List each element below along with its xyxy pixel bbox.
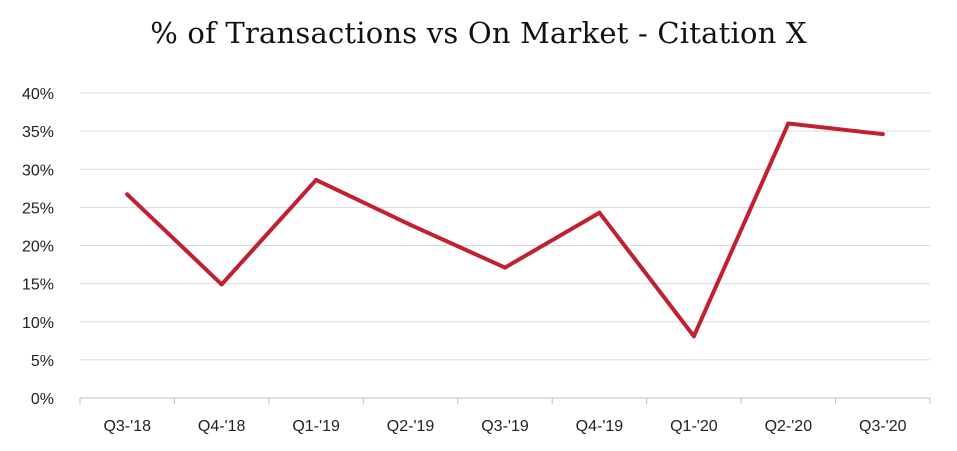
- x-tick-label: Q1-'19: [292, 418, 340, 435]
- x-tick-label: Q2-'20: [765, 418, 813, 435]
- data-point: [691, 334, 696, 339]
- y-tick-label: 10%: [22, 315, 54, 332]
- x-tick-label: Q2-'19: [387, 418, 435, 435]
- x-tick-label: Q3-'19: [481, 418, 529, 435]
- x-tick-label: Q3-'18: [103, 418, 151, 435]
- y-axis-tick-labels: 0% 5% 10% 15% 20% 25% 30% 35% 40%: [22, 86, 54, 408]
- x-axis-tick-labels: Q3-'18 Q4-'18 Q1-'19 Q2-'19 Q3-'19 Q4-'19 Q1-'…: [103, 418, 906, 435]
- data-point: [503, 265, 507, 270]
- x-tick-label: Q3-'20: [859, 418, 907, 435]
- x-tick-label: Q4-'19: [576, 418, 624, 435]
- x-tick-label: Q4-'18: [198, 418, 246, 435]
- y-tick-label: 5%: [31, 353, 54, 370]
- data-point: [125, 192, 130, 197]
- y-tick-label: 25%: [22, 200, 54, 217]
- series-line: [125, 121, 885, 339]
- y-tick-label: 0%: [31, 391, 54, 408]
- y-tick-label: 30%: [22, 162, 54, 179]
- y-tick-label: 35%: [22, 124, 54, 141]
- series-lines: [125, 121, 885, 339]
- chart-title: % of Transactions vs On Market - Citatio…: [150, 16, 807, 50]
- y-tick-label: 15%: [22, 277, 54, 294]
- x-tick-label: Q1-'20: [670, 418, 718, 435]
- data-point: [219, 282, 224, 287]
- gridlines: [80, 92, 930, 361]
- x-axis: [79, 397, 931, 404]
- data-point: [314, 177, 319, 182]
- data-point: [597, 210, 602, 215]
- data-point: [786, 121, 791, 126]
- y-tick-label: 20%: [22, 239, 54, 256]
- data-point: [880, 132, 885, 137]
- data-point: [408, 222, 413, 227]
- y-tick-label: 40%: [22, 86, 54, 103]
